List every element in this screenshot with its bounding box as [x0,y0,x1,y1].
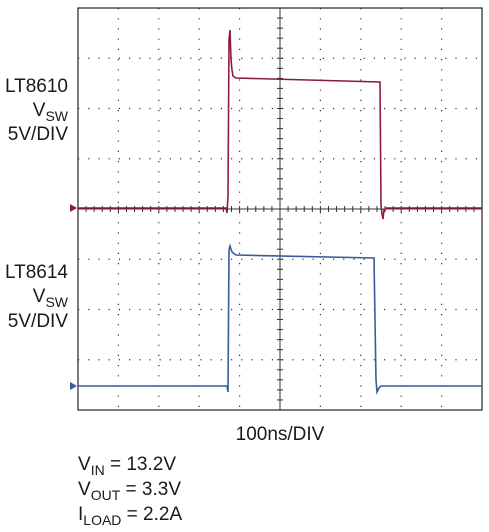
trace-signal: VSW [33,100,69,124]
screen-border [77,7,483,411]
subscript: SW [45,108,68,124]
trace-label: LT8610 [5,76,68,97]
condition: VOUT = 3.3V [78,479,181,503]
graticule [78,8,482,410]
value: = 13.2V [105,454,177,475]
condition: VIN = 13.2V [78,454,176,478]
subscript: IN [91,462,105,478]
trace-label: LT8614 [5,262,68,283]
condition: ILOAD = 2.2A [78,504,182,528]
subscript: LOAD [83,512,121,528]
value: = 2.2A [121,504,182,525]
trace-2-marker [70,382,77,390]
subscript: OUT [91,487,121,503]
time-scale: 100ns/DIV [236,424,325,445]
trace-lt8610 [78,29,482,220]
value: = 3.3V [120,479,181,500]
symbol: V [78,479,91,500]
symbol: V [33,100,46,121]
symbol: V [33,286,46,307]
trace-1-marker [70,204,77,212]
trace-lt8614 [78,243,482,395]
trace-scale: 5V/DIV [8,311,69,332]
trace-scale: 5V/DIV [8,124,69,145]
subscript: SW [45,294,68,310]
symbol: I [78,504,83,525]
trace-signal: VSW [33,286,69,310]
symbol: V [78,454,91,475]
